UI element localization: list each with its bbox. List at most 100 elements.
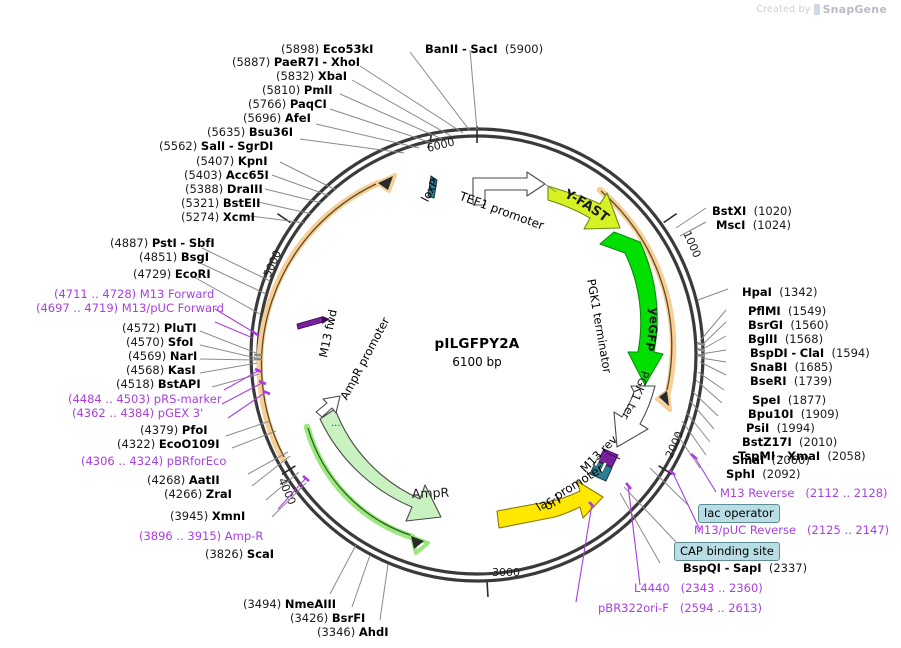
site-label-pbrforeco[interactable]: (4306 .. 4324) pBRforEco: [81, 455, 226, 467]
feature-ampr-promoter[interactable]: ...: [315, 395, 341, 429]
site-label-bspqi-sapi[interactable]: BspQI - SapI (2337): [683, 561, 808, 575]
site-label-ahdi[interactable]: (3346) AhdI: [317, 626, 389, 638]
feature-yegfp[interactable]: yeGFP: [599, 231, 664, 386]
site-label-m13-reverse[interactable]: M13 Reverse (2112 .. 2128): [720, 487, 888, 499]
feature-ampr[interactable]: AmpR: [319, 408, 450, 522]
site-label-tspmi-xmai[interactable]: TspMI - XmaI (2058): [738, 449, 866, 463]
site-label-ecoo109i[interactable]: (4322) EcoO109I: [117, 438, 220, 450]
site-label-sfoi[interactable]: (4570) SfoI: [126, 336, 193, 348]
site-label-sali-sgrdi[interactable]: (5562) SalI - SgrDI: [159, 139, 274, 153]
site-position: (3896 .. 3915): [139, 529, 222, 543]
site-label-aatii[interactable]: (4268) AatII: [147, 474, 220, 486]
site-label-kasi[interactable]: (4568) KasI: [126, 364, 196, 376]
site-label-xcmi[interactable]: (5274) XcmI: [181, 211, 255, 223]
site-enzyme: MscI: [716, 218, 746, 232]
site-label-pluti[interactable]: (4572) PluTI: [122, 322, 197, 334]
plasmid-title-block: pILGFPY2A 6100 bp: [377, 336, 577, 369]
site-label-bsrgi[interactable]: BsrGI (1560): [748, 319, 829, 331]
site-enzyme: Bsu36I: [248, 125, 293, 139]
site-label-xbai[interactable]: (5832) XbaI: [276, 70, 347, 82]
site-label-snabi[interactable]: SnaBI (1685): [750, 361, 833, 373]
site-label-m13-forward[interactable]: (4711 .. 4728) M13 Forward: [54, 288, 214, 300]
site-label-acc65i[interactable]: (5403) Acc65I: [184, 169, 269, 181]
feature-label-lac-operator[interactable]: lac operator: [698, 504, 780, 523]
site-label-paer7i-xhoi[interactable]: (5887) PaeR7I - XhoI: [232, 55, 361, 69]
site-label-psti-sbfi[interactable]: (4887) PstI - SbfI: [110, 236, 215, 250]
site-label-banii-saci[interactable]: BanII - SacI (5900): [425, 42, 544, 56]
site-position: (4729): [133, 267, 172, 281]
feature-yfast[interactable]: Y-FAST: [547, 185, 621, 230]
site-enzyme: EcoRI: [174, 267, 211, 281]
site-label-pgex3[interactable]: (4362 .. 4384) pGEX 3': [72, 407, 203, 419]
ruler-ticks: [276, 126, 678, 598]
leader-lines: [193, 49, 729, 621]
site-position: (5403): [184, 168, 223, 182]
site-label-sphi[interactable]: SphI (2092): [726, 468, 801, 480]
site-position: (5321): [181, 196, 220, 210]
site-label-paqci[interactable]: (5766) PaqCI: [248, 98, 327, 110]
site-enzyme-2: SgrDI: [237, 139, 274, 153]
site-position: (5832): [276, 69, 315, 83]
site-position: (2092): [762, 467, 801, 481]
site-position: (1739): [793, 374, 833, 388]
site-label-amp-r[interactable]: (3896 .. 3915) Amp-R: [139, 530, 263, 542]
site-enzyme: KasI: [167, 363, 196, 377]
site-label-draiii[interactable]: (5388) DraIII: [185, 183, 263, 195]
site-label-scai[interactable]: (3826) ScaI: [205, 548, 274, 560]
site-position: (3426): [290, 611, 329, 625]
site-label-nari[interactable]: (4569) NarI: [128, 350, 197, 362]
site-position: (4711 .. 4728): [54, 287, 137, 301]
site-position: (4887): [110, 236, 149, 250]
feature-m13-fwd[interactable]: [296, 316, 330, 330]
site-label-bpu10i[interactable]: Bpu10I (1909): [748, 408, 839, 420]
site-position: (1342): [779, 285, 818, 299]
site-label-pflmi[interactable]: PflMI (1549): [748, 305, 826, 317]
site-label-l4440[interactable]: L4440 (2343 .. 2360): [634, 582, 763, 594]
site-label-bspdi-clai[interactable]: BspDI - ClaI (1594): [750, 346, 870, 360]
site-label-eco53ki[interactable]: (5898) Eco53kI: [281, 43, 373, 55]
site-label-zrai[interactable]: (4266) ZraI: [164, 488, 232, 500]
site-label-bstz17i[interactable]: BstZ17I (2010): [742, 436, 837, 448]
site-enzyme: XcmI: [222, 210, 255, 224]
site-label-xmni[interactable]: (3945) XmnI: [170, 510, 245, 522]
site-enzyme: DraIII: [226, 182, 263, 196]
site-label-prs-marker[interactable]: (4484 .. 4503) pRS-marker: [68, 393, 222, 405]
site-position: (4484 .. 4503): [68, 392, 151, 406]
site-enzyme: L4440: [634, 581, 670, 595]
site-label-pmli[interactable]: (5810) PmlI: [262, 84, 333, 96]
site-label-bstapi[interactable]: (4518) BstAPI: [116, 378, 201, 390]
site-enzyme: M13 Forward: [139, 287, 215, 301]
backbone-purple-ticks: [251, 329, 698, 508]
site-enzyme-2: SbfI: [188, 236, 215, 250]
watermark-brand: SnapGene: [822, 3, 887, 16]
site-label-pfoi[interactable]: (4379) PfoI: [140, 424, 208, 436]
site-enzyme: M13/pUC Forward: [121, 301, 224, 315]
site-label-pbr322ori-f[interactable]: pBR322ori-F (2594 .. 2613): [598, 602, 762, 614]
site-label-bsgi[interactable]: (4851) BsgI: [139, 251, 209, 263]
site-label-nmeaiii[interactable]: (3494) NmeAIII: [243, 598, 336, 610]
orange-arc-right: [596, 186, 677, 412]
site-label-afei[interactable]: (5696) AfeI: [243, 112, 311, 124]
site-label-bsrfi[interactable]: (3426) BsrFI: [290, 612, 365, 624]
feature-tef1-promoter[interactable]: [472, 171, 546, 206]
site-enzyme: AfeI: [284, 111, 311, 125]
site-label-bstxi[interactable]: BstXI (1020): [712, 205, 792, 217]
site-label-ecori[interactable]: (4729) EcoRI: [133, 268, 211, 280]
site-label-spei[interactable]: SpeI (1877): [752, 394, 826, 406]
feature-label-cap-binding-site[interactable]: CAP binding site: [674, 542, 780, 561]
feature-loxp[interactable]: [427, 175, 438, 199]
site-label-bseri[interactable]: BseRI (1739): [750, 375, 832, 387]
site-label-psii[interactable]: PsiI (1994): [746, 422, 815, 434]
site-label-m13puc-forward[interactable]: (4697 .. 4719) M13/pUC Forward: [36, 302, 224, 314]
site-enzyme: SmaI: [732, 453, 765, 467]
site-label-hpai[interactable]: HpaI (1342): [742, 286, 817, 298]
site-label-kpni[interactable]: (5407) KpnI: [196, 155, 268, 167]
site-label-msci[interactable]: MscI (1024): [716, 219, 791, 231]
site-label-bsteii[interactable]: (5321) BstEII: [181, 197, 260, 209]
site-label-bsu36i[interactable]: (5635) Bsu36I: [207, 126, 293, 138]
site-label-bglii[interactable]: BglII (1568): [748, 333, 823, 345]
site-label-smai[interactable]: SmaI (2060): [732, 454, 810, 466]
site-label-m13puc-reverse[interactable]: M13/pUC Reverse (2125 .. 2147): [694, 524, 889, 536]
feature-cluster-m13rev-lac[interactable]: [589, 448, 621, 482]
